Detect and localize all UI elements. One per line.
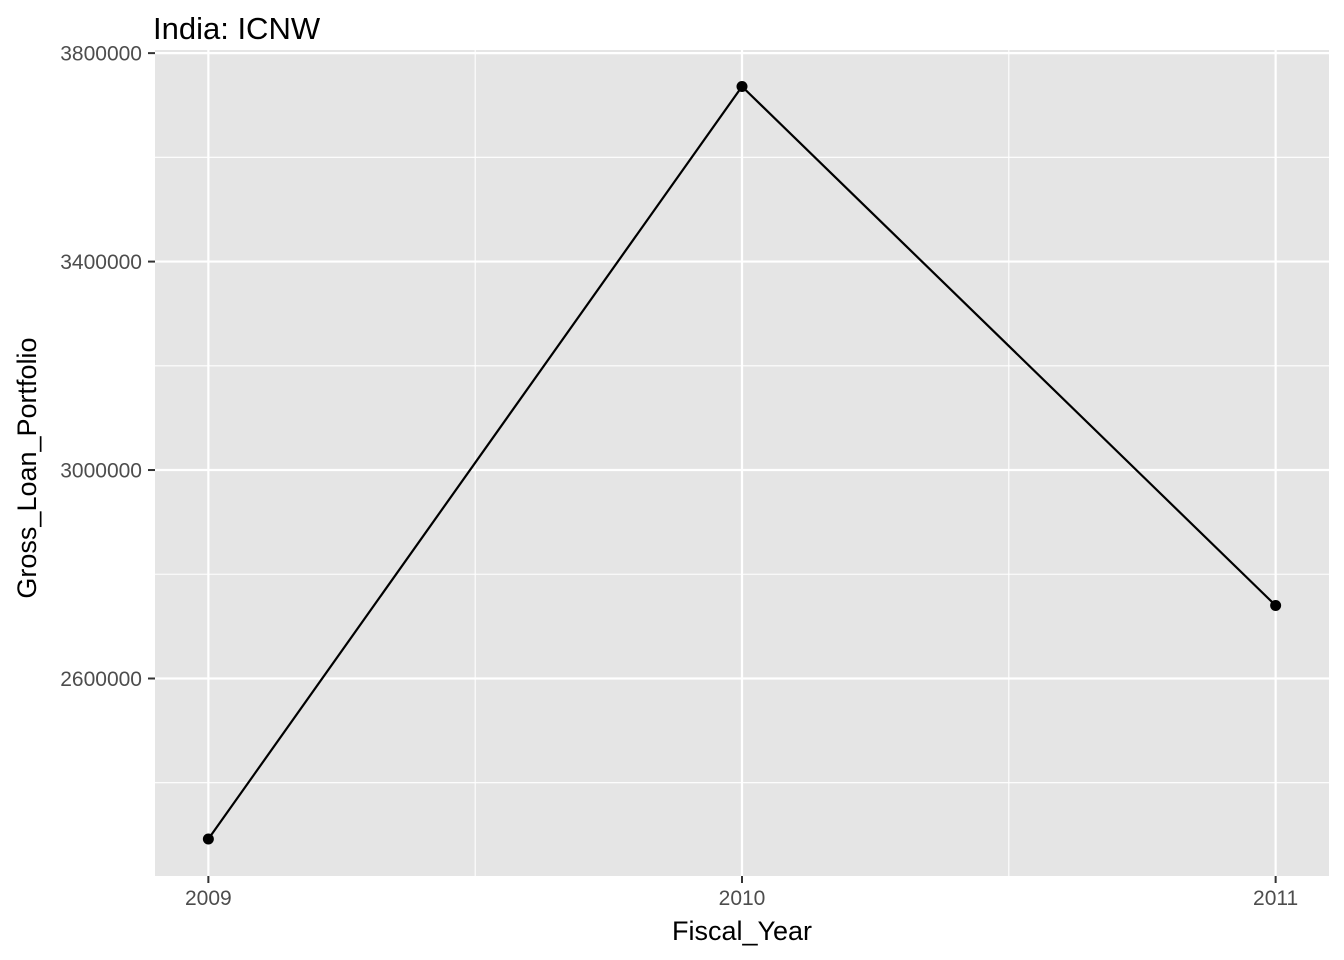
axis-ticks: [148, 52, 1277, 883]
y-tick-label: 2600000: [60, 668, 142, 691]
data-point: [1270, 600, 1282, 612]
data-point: [736, 80, 748, 92]
major-gridlines: [155, 50, 1329, 876]
x-tick-label: 2011: [1253, 887, 1298, 910]
tick-labels: 2009 2010 2011 2600000 3000000 3400000 3800000: [60, 43, 1298, 910]
x-tick-label: 2009: [185, 887, 232, 910]
y-axis-label: Gross_Loan_Portfolio: [12, 337, 42, 598]
x-axis-label: Fiscal_Year: [672, 916, 812, 946]
series-points: [202, 80, 1282, 845]
x-tick-label: 2010: [719, 887, 766, 910]
y-tick-label: 3400000: [60, 251, 142, 274]
y-tick-label: 3800000: [60, 43, 142, 66]
chart-title: India: ICNW: [153, 11, 321, 46]
data-point: [202, 833, 214, 845]
y-tick-label: 3000000: [60, 460, 142, 483]
